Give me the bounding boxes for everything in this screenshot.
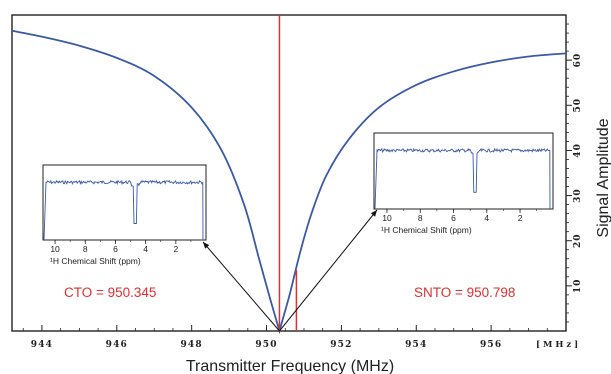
y-tick-label: 60 bbox=[573, 53, 583, 68]
arrow-head bbox=[370, 210, 377, 217]
y-tick-label: 20 bbox=[573, 233, 583, 248]
x-tick-label: 944 bbox=[31, 340, 53, 350]
snto-annotation: SNTO = 950.798 bbox=[414, 285, 515, 300]
inset-tick-label: 2 bbox=[173, 244, 178, 254]
inset-tick-label: 10 bbox=[50, 244, 60, 254]
y-tick-label: 30 bbox=[573, 188, 583, 203]
inset-spectrum: 10 8 6 4 2 ¹H Chemical Shift (ppm) bbox=[42, 164, 280, 332]
plot-frame bbox=[11, 14, 567, 332]
inset-tick-label: 4 bbox=[484, 213, 489, 223]
inset-trace bbox=[43, 179, 204, 241]
y-tick-label: 50 bbox=[573, 98, 583, 113]
x-tick-label: 952 bbox=[330, 340, 352, 350]
inset-frame bbox=[373, 132, 554, 210]
inset-trace bbox=[374, 147, 551, 210]
inset-xlabel: ¹H Chemical Shift (ppm) bbox=[381, 225, 472, 235]
signal-curve bbox=[11, 29, 567, 335]
pointer-arrow bbox=[202, 241, 280, 332]
inset-tick-label: 6 bbox=[451, 213, 456, 223]
x-tick-label: 950 bbox=[255, 340, 277, 350]
inset-tick-label: 2 bbox=[518, 213, 523, 223]
y-tick-label: 10 bbox=[573, 279, 583, 294]
x-unit-label: [ M H z ] bbox=[536, 340, 578, 350]
inset-tick-label: 4 bbox=[143, 244, 148, 254]
inset-xlabel: ¹H Chemical Shift (ppm) bbox=[50, 256, 141, 266]
pointer-arrow bbox=[279, 209, 378, 332]
inset-tick-label: 10 bbox=[382, 213, 392, 223]
y-tick-label: 40 bbox=[573, 143, 583, 158]
x-tick-label: 956 bbox=[480, 340, 502, 350]
inset-spectrum: 10 8 6 4 2 ¹H Chemical Shift (ppm) bbox=[279, 132, 554, 332]
inset-tick-label: 8 bbox=[83, 244, 88, 254]
x-tick-label: 954 bbox=[405, 340, 427, 350]
arrow-head bbox=[203, 242, 210, 249]
inset-frame bbox=[42, 164, 207, 241]
y-axis-label: Signal Amplitude bbox=[595, 118, 611, 237]
x-tick-label: 948 bbox=[180, 340, 202, 350]
inset-tick-label: 8 bbox=[418, 213, 423, 223]
x-axis-label: Transmitter Frequency (MHz) bbox=[186, 358, 394, 374]
inset-tick-label: 6 bbox=[113, 244, 118, 254]
cto-annotation: CTO = 950.345 bbox=[64, 285, 156, 300]
x-tick-label: 946 bbox=[106, 340, 128, 350]
